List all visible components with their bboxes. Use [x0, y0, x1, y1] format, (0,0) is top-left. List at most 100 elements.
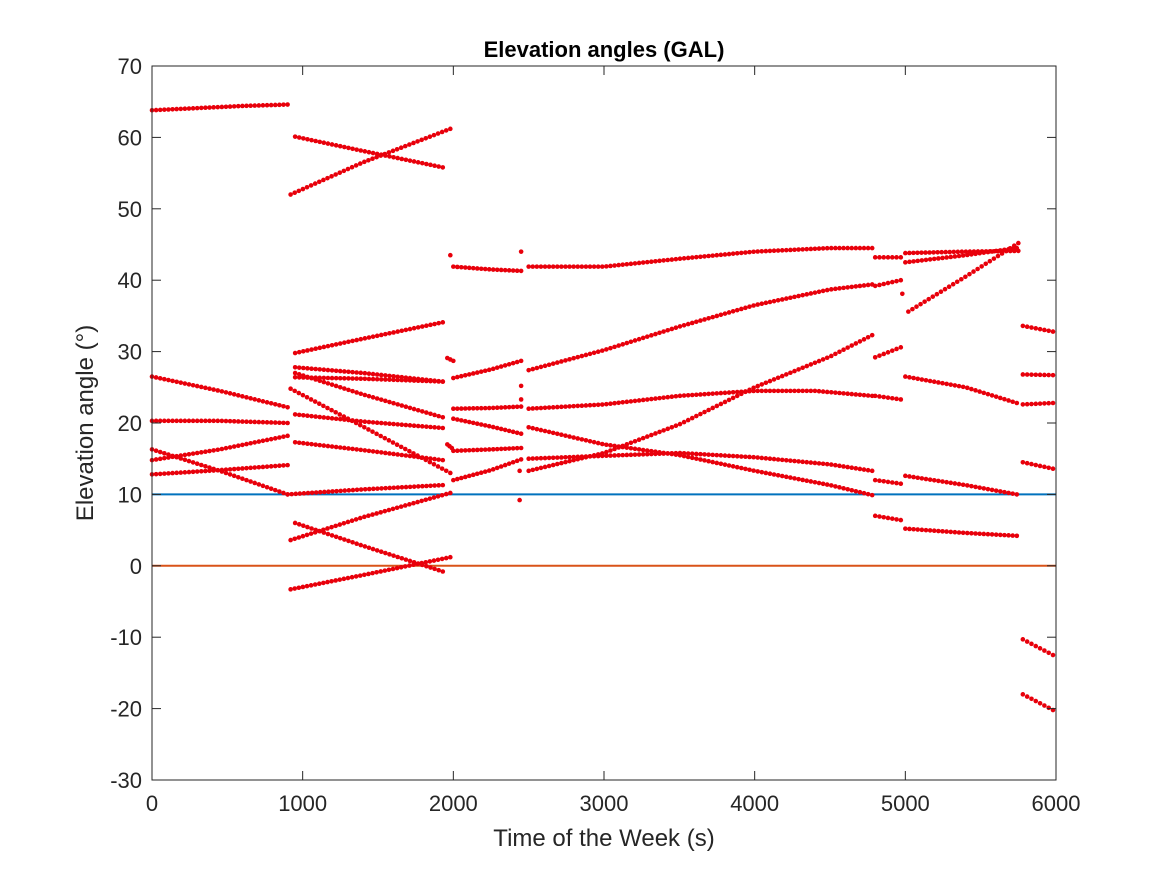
data-point	[942, 286, 948, 292]
data-point	[702, 409, 707, 415]
data-point	[435, 464, 441, 469]
data-point	[812, 460, 818, 466]
data-point	[669, 326, 675, 332]
data-point	[350, 388, 355, 394]
data-point	[466, 473, 472, 479]
data-point	[718, 401, 724, 407]
data-point	[407, 378, 413, 383]
data-point	[694, 319, 699, 325]
data-point	[591, 439, 597, 445]
data-point	[923, 257, 929, 263]
data-point	[998, 489, 1003, 494]
data-point	[346, 538, 351, 544]
data-point	[734, 464, 740, 470]
data-point	[337, 445, 343, 450]
data-point	[775, 457, 781, 462]
data-point	[317, 375, 323, 381]
data-point	[174, 106, 179, 112]
data-point	[370, 376, 376, 382]
data-point	[612, 263, 617, 268]
data-point	[989, 487, 995, 493]
data-point	[518, 404, 524, 409]
data-point	[415, 139, 420, 144]
data-point	[514, 430, 520, 436]
data-point	[362, 159, 367, 165]
data-point	[292, 520, 298, 526]
data-point	[325, 415, 331, 421]
data-point	[289, 491, 294, 497]
data-point	[800, 365, 805, 371]
data-point	[595, 402, 601, 408]
data-point	[407, 158, 413, 163]
data-point	[325, 141, 331, 146]
data-point	[305, 375, 310, 380]
data-point	[395, 374, 400, 380]
data-point	[845, 245, 850, 251]
data-point	[474, 370, 480, 375]
data-point	[973, 484, 978, 490]
data-point	[260, 399, 266, 404]
data-point	[620, 443, 626, 449]
data-point	[387, 373, 392, 379]
data-point	[538, 455, 544, 461]
data-point	[166, 471, 171, 476]
data-point	[383, 398, 388, 404]
data-point	[550, 455, 556, 461]
data-point	[415, 454, 421, 460]
data-point	[288, 192, 293, 197]
data-point	[869, 332, 875, 338]
data-point	[788, 295, 793, 301]
data-point	[419, 455, 425, 460]
data-point	[808, 479, 814, 484]
data-point	[849, 391, 855, 397]
data-point	[387, 154, 392, 159]
data-point	[498, 267, 504, 273]
data-point	[260, 419, 266, 425]
data-point	[907, 474, 912, 479]
data-point	[190, 469, 196, 475]
data-point	[743, 454, 748, 460]
data-point	[399, 403, 405, 408]
data-point	[292, 365, 298, 370]
data-point	[264, 102, 270, 108]
data-point	[960, 482, 966, 488]
data-point	[1033, 401, 1039, 407]
data-point	[702, 452, 707, 457]
data-point	[632, 446, 638, 452]
data-point	[170, 378, 175, 384]
data-point	[470, 406, 476, 411]
data-point	[207, 105, 212, 110]
data-point	[649, 259, 654, 264]
data-point	[767, 456, 773, 462]
data-point	[374, 376, 380, 382]
data-point	[277, 435, 282, 440]
data-point	[824, 355, 830, 361]
data-point	[730, 389, 736, 395]
data-point	[800, 247, 805, 252]
data-point	[374, 569, 379, 575]
data-point	[378, 420, 384, 426]
data-point	[771, 456, 777, 462]
data-point	[387, 330, 392, 336]
data-point	[506, 461, 512, 466]
data-point	[322, 489, 327, 495]
data-point	[640, 335, 646, 341]
data-point	[1033, 326, 1039, 331]
data-point	[518, 457, 524, 462]
data-point	[374, 154, 379, 160]
data-point	[722, 311, 728, 316]
data-point	[451, 416, 456, 422]
data-point	[510, 360, 516, 366]
data-point	[857, 489, 863, 495]
data-point	[804, 388, 810, 394]
data-point	[649, 451, 654, 457]
data-point	[329, 142, 335, 147]
data-point	[451, 477, 456, 483]
data-point	[833, 484, 838, 489]
y-tick-label: -20	[110, 697, 142, 722]
data-point	[292, 190, 298, 196]
data-point	[722, 390, 728, 396]
data-point	[857, 466, 863, 472]
data-point	[907, 250, 912, 256]
data-point	[277, 489, 282, 494]
